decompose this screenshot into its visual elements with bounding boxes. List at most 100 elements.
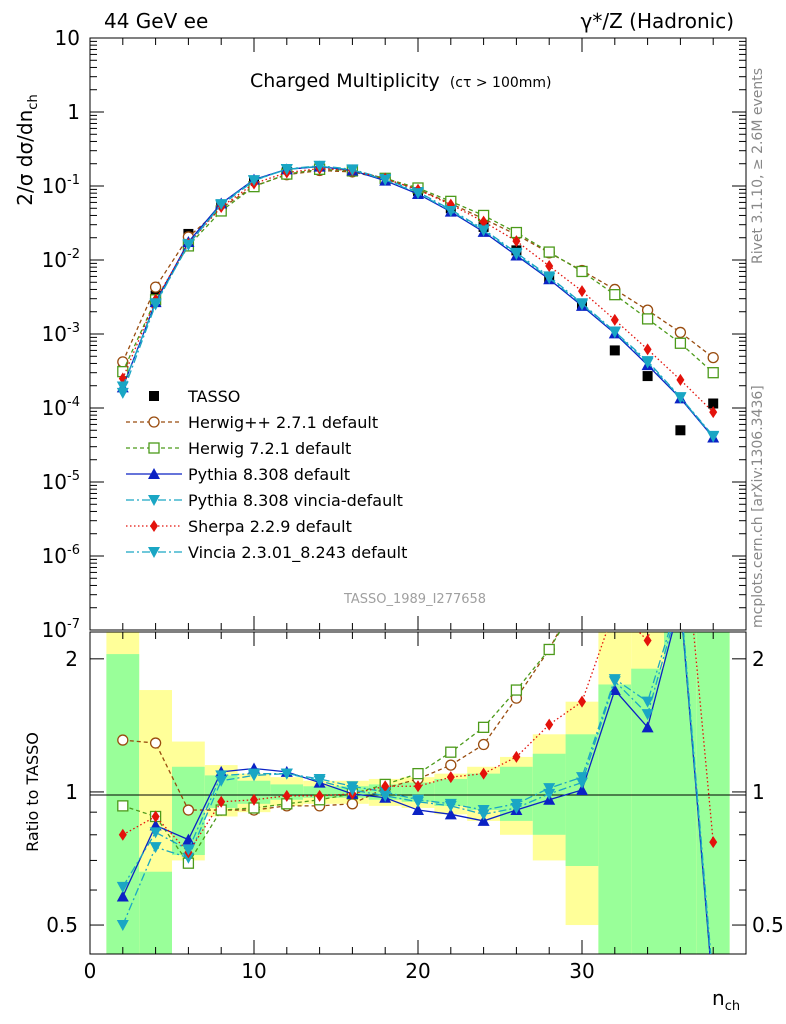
ratio-point-herwig-2-7-1-default-32 [610,422,620,432]
ratio-point-sherpa-2-2-9-default-14 [315,789,324,802]
ratio-point-herwig-2-7-1-default-2 [117,734,129,746]
ratio-point-pythia-8-308-vincia-default-4 [149,842,162,854]
main-point-herwig-7-2-1-default-34 [641,313,654,325]
ratio-point-herwig-2-7-1-default-34 [643,392,653,402]
y-tick-label--7: 10-7 [42,617,80,642]
y-tick-exponent: -3 [67,321,80,336]
legend-marker-pythia-8-308-default [148,468,160,479]
ratio-point-pythia-8-308-default-34 [641,721,654,733]
legend-label-sherpa-2-2-9-default: Sherpa 2.2.9 default [188,517,352,536]
main-line-herwig-2-7-1-default [122,169,714,363]
main-point-tasso-34 [642,371,653,382]
y-tick-mantissa: 10 [42,470,67,494]
ratio-point-herwig-7-2-1-default-34 [643,446,653,456]
ratio-point-herwig-2-7-1-default-36 [675,202,685,212]
ratio-point-sherpa-2-2-9-default-36 [676,485,684,497]
ratio-point-pythia-8-308-vincia-default-2 [116,920,129,932]
main-point-herwig-7-2-1-default-36 [674,337,687,349]
main-point-sherpa-2-2-9-default-24 [479,215,488,228]
ratio-point-herwig-2-7-1-default-4 [149,737,162,749]
main-point-sherpa-2-2-9-default-36 [676,373,685,386]
ratio-tick-label-right-0.5: 0.5 [752,913,784,937]
x-tick-label-30: 30 [569,959,594,983]
y-tick-label--1: 10-1 [42,173,80,198]
chart-title-suffix: (cτ > 100mm) [450,75,552,91]
main-point-herwig-7-2-1-default-38 [707,367,719,379]
x-axis-title-text: n [712,986,725,1010]
ratio-point-vincia-2-3-01-8-243-default-20 [412,796,424,808]
main-point-vincia-2-3-01-8-243-default-18 [379,174,392,186]
main-point-vincia-2-3-01-8-243-default-36 [674,392,687,404]
main-point-herwig-7-2-1-default-32 [609,289,621,301]
ratio-point-vincia-2-3-01-8-243-default-18 [379,790,392,802]
band-1sigma-4 [237,780,271,804]
ratio-point-pythia-8-308-default-2 [116,890,129,902]
legend-label-pythia-8-308-default: Pythia 8.308 default [188,465,350,484]
main-y-axis-title-sub: ch [26,94,41,109]
process-label: γ*/Z (Hadronic) [581,9,734,33]
band-1sigma-17 [664,632,697,954]
main-point-vincia-2-3-01-8-243-default-26 [510,249,523,261]
y-tick-exponent: -1 [67,173,80,188]
axis-ticks: 0 10 20 3010-710-610-510-410-310-210-11100.… [42,26,784,983]
main-point-vincia-2-3-01-8-243-default-20 [412,188,424,200]
ratio-point-herwig-2-7-1-default-24 [477,738,490,751]
ratio-tick-label-right-1: 1 [752,780,765,804]
y-tick-exponent: -6 [67,543,80,558]
ratio-point-herwig-2-7-1-default-16 [346,798,359,810]
y-tick-exponent: -4 [67,395,80,410]
x-tick-label-10: 10 [241,959,266,983]
energy-label: 44 GeV ee [104,9,208,33]
main-point-sherpa-2-2-9-default-28 [545,259,554,272]
y-tick-exponent: -5 [67,469,80,484]
ratio-point-sherpa-2-2-9-default-10 [250,793,258,806]
main-point-vincia-2-3-01-8-243-default-30 [576,299,588,311]
ratio-point-herwig-7-2-1-default-28 [543,643,555,656]
ratio-point-vincia-2-3-01-8-243-default-24 [477,809,490,821]
ratio-point-vincia-2-3-01-8-243-default-28 [543,788,556,800]
y-tick-mantissa: 10 [42,248,67,272]
main-point-tasso-38 [708,398,719,409]
x-axis-title-sub: ch [725,999,740,1014]
y-tick-label-0: 1 [67,100,80,124]
ratio-point-sherpa-2-2-9-default-32 [611,602,619,614]
main-point-vincia-2-3-01-8-243-default-6 [182,239,195,251]
main-point-herwig-2-7-1-default-36 [674,326,687,339]
ratio-uncertainty-bands [106,632,730,954]
legend-label-herwig-2-7-1-default: Herwig++ 2.7.1 default [188,413,378,432]
main-point-vincia-2-3-01-8-243-default-8 [215,199,228,211]
main-point-sherpa-2-2-9-default-38 [709,406,718,419]
y-tick-label--5: 10-5 [42,469,80,494]
main-point-vincia-2-3-01-8-243-default-28 [543,273,556,285]
y-tick-label-1: 10 [55,26,80,50]
ratio-point-sherpa-2-2-9-default-26 [512,750,521,763]
ratio-point-pythia-8-308-vincia-default-36 [674,589,686,600]
ratio-point-vincia-2-3-01-8-243-default-36 [674,593,686,604]
main-plot-frame [89,37,747,631]
ratio-point-sherpa-2-2-9-default-20 [414,780,422,793]
mcplots-label: mcplots.cern.ch [arXiv:1306.3436] [750,385,766,628]
ratio-point-herwig-2-7-1-default-22 [445,759,457,771]
main-series [116,160,720,443]
analysis-label: TASSO_1989_I277658 [343,592,486,607]
main-point-vincia-2-3-01-8-243-default-10 [248,175,260,187]
y-tick-exponent: -7 [67,617,80,632]
ratio-point-pythia-8-308-default-22 [444,808,457,820]
ratio-point-sherpa-2-2-9-default-18 [381,780,390,793]
legend-marker-pythia-8-308-vincia-default [148,495,160,506]
legend-label-vincia-2-3-01-8-243-default: Vincia 2.3.01_8.243 default [188,543,407,563]
ratio-point-pythia-8-308-default-30 [576,784,588,796]
ratio-point-vincia-2-3-01-8-243-default-14 [313,775,326,787]
main-point-herwig-7-2-1-default-30 [576,265,588,278]
legend-label-tasso: TASSO [187,387,240,406]
main-point-vincia-2-3-01-8-243-default-22 [444,205,457,217]
legend-marker-herwig-2-7-1-default [148,416,160,428]
ratio-point-vincia-2-3-01-8-243-default-32 [608,676,621,688]
ratio-point-sherpa-2-2-9-default-12 [282,789,291,802]
main-point-herwig-7-2-1-default-28 [543,246,555,258]
x-axis-title: nch [712,986,740,1014]
ratio-tick-label-right-2: 2 [752,647,765,671]
y-tick-label--2: 10-2 [42,247,80,272]
main-point-vincia-2-3-01-8-243-default-12 [280,164,293,176]
ratio-point-herwig-7-2-1-default-36 [675,267,685,277]
